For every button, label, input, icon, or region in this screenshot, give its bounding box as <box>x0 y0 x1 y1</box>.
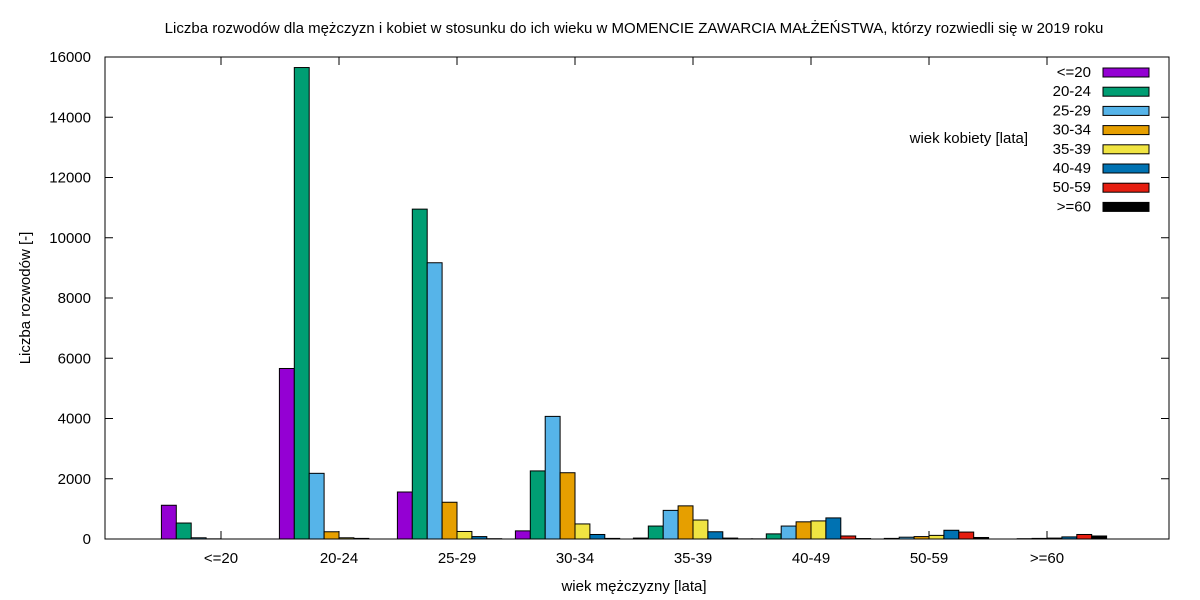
bar <box>677 505 694 540</box>
x-tick-label: <=20 <box>204 550 238 567</box>
bar <box>574 523 591 540</box>
bar <box>943 529 960 540</box>
y-tick-label: 6000 <box>58 350 91 367</box>
bar <box>795 521 812 540</box>
bar <box>278 367 295 540</box>
x-tick-label: 20-24 <box>320 550 358 567</box>
bar <box>780 525 797 540</box>
bar <box>958 531 975 540</box>
bar <box>441 501 458 540</box>
y-axis-label: Liczba rozwodów [-] <box>17 232 34 365</box>
legend-swatch <box>1102 201 1150 212</box>
x-tick-label: >=60 <box>1030 550 1064 567</box>
legend-label: 30-34 <box>1053 122 1091 139</box>
bar <box>692 519 709 540</box>
bar <box>765 533 782 540</box>
legend-label: 40-49 <box>1053 160 1091 177</box>
legend-label: >=60 <box>1057 198 1091 215</box>
legend-label: 50-59 <box>1053 179 1091 196</box>
bar <box>514 530 531 540</box>
legend-swatch <box>1102 86 1150 97</box>
x-axis-label: wiek mężczyzny [lata] <box>560 578 706 595</box>
y-tick-label: 0 <box>83 531 91 548</box>
bar <box>810 520 827 540</box>
y-axis: 0 2000 4000 6000 8000 10000 12000 14000 16000 <box>49 49 1169 548</box>
bar <box>160 504 177 540</box>
y-tick-label: 4000 <box>58 411 91 428</box>
chart-title: Liczba rozwodów dla mężczyzn i kobiet w … <box>165 19 1104 37</box>
legend-swatch <box>1102 144 1150 155</box>
legend-label: 20-24 <box>1053 83 1091 100</box>
legend-swatch <box>1102 67 1150 78</box>
bar <box>529 470 546 540</box>
legend-swatch <box>1102 163 1150 174</box>
bars-group <box>160 67 1108 540</box>
bar <box>589 533 606 540</box>
bar <box>456 530 473 540</box>
bar <box>707 531 724 540</box>
legend-label: 35-39 <box>1053 141 1091 158</box>
legend-swatch <box>1102 125 1150 136</box>
legend-swatch <box>1102 105 1150 116</box>
legend-swatch <box>1102 182 1150 193</box>
x-axis: <=20 20-24 25-29 30-34 35-39 40-49 50-59 >=60 <box>204 57 1064 567</box>
y-tick-label: 8000 <box>58 290 91 307</box>
y-tick-label: 14000 <box>49 109 91 126</box>
bar <box>396 491 413 540</box>
y-tick-label: 12000 <box>49 170 91 187</box>
x-tick-label: 30-34 <box>556 550 594 567</box>
bar <box>308 472 325 540</box>
bar <box>426 262 443 540</box>
bar <box>323 531 340 540</box>
legend-label: <=20 <box>1057 64 1091 81</box>
x-tick-label: 50-59 <box>910 550 948 567</box>
x-tick-label: 25-29 <box>438 550 476 567</box>
legend-label: 25-29 <box>1053 102 1091 119</box>
y-tick-label: 10000 <box>49 230 91 247</box>
bar <box>1076 533 1093 540</box>
bar <box>928 534 945 540</box>
bar <box>544 415 561 540</box>
x-tick-label: 40-49 <box>792 550 830 567</box>
legend: wiek kobiety [lata] <=20 20-24 25-29 30-34 3… <box>909 64 1150 215</box>
bar <box>662 509 679 540</box>
bar <box>825 517 842 540</box>
y-tick-label: 16000 <box>49 49 91 66</box>
bar <box>411 208 428 540</box>
y-tick-label: 2000 <box>58 471 91 488</box>
bar <box>293 67 310 540</box>
bar <box>175 522 192 540</box>
legend-title: wiek kobiety [lata] <box>909 130 1028 147</box>
bar <box>559 472 576 540</box>
bar <box>647 525 664 540</box>
x-tick-label: 35-39 <box>674 550 712 567</box>
